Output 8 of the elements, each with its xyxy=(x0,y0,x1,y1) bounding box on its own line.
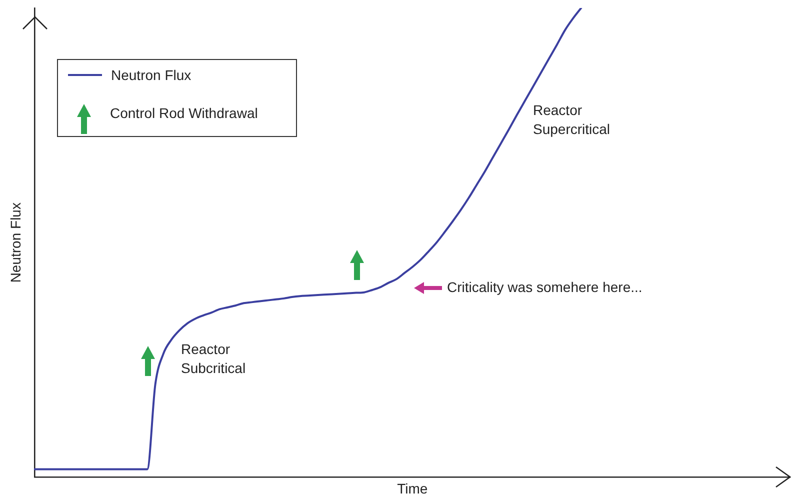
annotation: Control Rod Withdrawal xyxy=(110,105,258,121)
x-axis-title: Time xyxy=(397,480,428,496)
annotation: Reactor Supercritical xyxy=(533,101,610,139)
annotation: Criticality was somehere here... xyxy=(447,278,642,297)
legend-frame: Neutron Flux Control Rod Withdrawal xyxy=(57,59,297,137)
annotation: Reactor Subcritical xyxy=(181,340,246,378)
y-axis-title: Neutron Flux xyxy=(7,202,24,283)
legend-label: Neutron Flux xyxy=(111,67,192,83)
